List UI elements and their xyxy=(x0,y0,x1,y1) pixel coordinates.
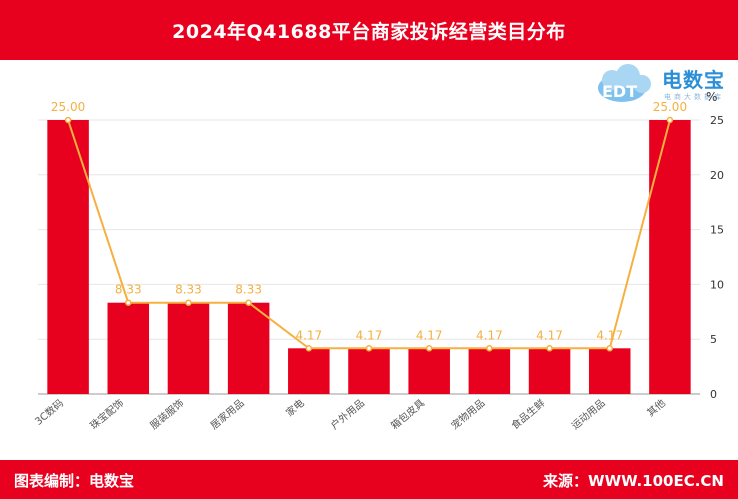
line-path xyxy=(67,119,671,350)
y-tick-label: 0 xyxy=(710,388,717,401)
logo-text: 电数宝 xyxy=(662,68,725,92)
x-tick-label: 居家用品 xyxy=(208,396,247,432)
bar xyxy=(107,302,150,394)
data-label: 4.17 xyxy=(476,328,503,342)
data-label: 4.17 xyxy=(596,328,623,342)
line-point xyxy=(245,299,252,306)
y-tick-label: 25 xyxy=(710,114,724,127)
data-label: 8.33 xyxy=(115,283,142,297)
bar xyxy=(468,348,511,394)
line-point xyxy=(365,345,373,352)
line-point xyxy=(64,116,72,124)
chart-title: 2024年Q41688平台商家投诉经营类目分布 xyxy=(172,20,566,43)
title-bar: 2024年Q41688平台商家投诉经营类目分布 xyxy=(0,0,738,60)
x-tick-label: 食品生鲜 xyxy=(508,396,547,432)
bar xyxy=(649,120,691,394)
bar xyxy=(167,302,210,394)
data-labels: 25.00 8.33 8.33 8.33 4.17 4.17 4.17 4.17 4.17 4.1… xyxy=(51,100,687,342)
footer-credit: 图表编制：电数宝 xyxy=(14,472,135,490)
bar-series xyxy=(47,120,691,394)
data-label: 8.33 xyxy=(235,283,262,297)
line-point xyxy=(125,299,132,306)
y-tick-label: 5 xyxy=(710,333,717,346)
cloud-logo-icon: EDT xyxy=(598,64,651,102)
line-series xyxy=(64,116,674,352)
line-point xyxy=(606,345,613,352)
line-point xyxy=(486,345,493,352)
bar xyxy=(588,348,631,394)
bar xyxy=(348,348,390,394)
x-tick-label: 3C数码 xyxy=(32,396,66,427)
data-label: 8.33 xyxy=(175,283,202,297)
y-tick-label: 10 xyxy=(710,278,724,291)
data-label: 25.00 xyxy=(653,100,687,114)
line-point xyxy=(425,345,433,352)
x-tick-label: 宠物用品 xyxy=(448,396,487,432)
bar xyxy=(288,348,330,394)
bar xyxy=(408,348,450,394)
bar xyxy=(47,120,89,394)
line-point xyxy=(546,345,553,352)
data-label: 4.17 xyxy=(295,328,322,342)
x-tick-label: 珠宝配饰 xyxy=(87,396,126,432)
x-tick-label: 服装服饰 xyxy=(147,396,186,432)
x-tick-label: 箱包皮具 xyxy=(388,396,427,432)
x-tick-label: 家电 xyxy=(283,396,307,419)
x-tick-label: 户外用品 xyxy=(328,396,367,432)
footer-source: 来源：WWW.100EC.CN xyxy=(543,472,724,490)
line-point xyxy=(305,345,313,352)
brand-logo: EDT 电数宝 电商大数据库 xyxy=(592,62,732,106)
data-label: 4.17 xyxy=(416,328,443,342)
data-label: 4.17 xyxy=(536,328,563,342)
x-tick-label: 其他 xyxy=(644,396,668,419)
y-tick-label: 15 xyxy=(710,224,724,237)
bar xyxy=(528,348,571,394)
line-point xyxy=(185,299,192,306)
x-tick-label: 运动用品 xyxy=(569,397,607,432)
logo-mark: EDT xyxy=(602,82,637,101)
data-label: 25.00 xyxy=(51,100,85,114)
y-tick-label: 20 xyxy=(710,169,724,182)
line-point xyxy=(666,116,674,124)
bar xyxy=(227,302,270,394)
y-axis-unit: % xyxy=(706,90,718,104)
chart-area: 25.00 8.33 8.33 8.33 4.17 4.17 4.17 4.17 4.17 4.1… xyxy=(32,100,724,432)
data-label: 4.17 xyxy=(356,328,383,342)
logo-subtext: 电商大数据库 xyxy=(664,93,724,101)
footer-bar: 图表编制：电数宝 来源：WWW.100EC.CN xyxy=(0,460,738,499)
